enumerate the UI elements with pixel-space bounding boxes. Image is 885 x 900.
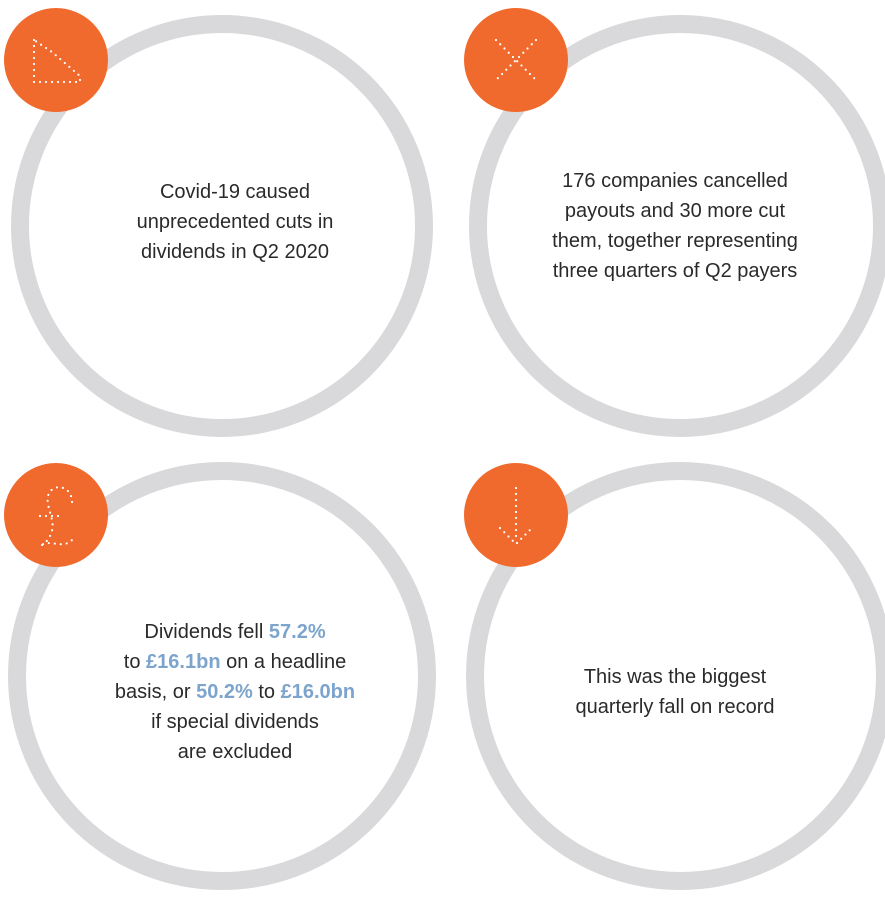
icon-cross bbox=[494, 38, 538, 82]
text-line: dividends in Q2 2020 bbox=[141, 241, 329, 263]
text-line: Dividends fell 57.2% bbox=[75, 617, 395, 647]
text-line: 176 companies cancelled bbox=[562, 170, 788, 192]
ring bbox=[469, 15, 885, 437]
highlight: 50.2% bbox=[196, 681, 253, 703]
text-line: This was the biggest bbox=[583, 666, 767, 688]
text-segment: if special dividends bbox=[151, 711, 319, 733]
icon-badge bbox=[4, 463, 108, 567]
text-segment: on a headline bbox=[220, 651, 347, 673]
text-line: to £16.1bn on a headline bbox=[75, 647, 395, 677]
icon-pound bbox=[38, 486, 74, 548]
text-line: are excluded bbox=[75, 737, 395, 767]
text-line: if special dividends bbox=[75, 707, 395, 737]
text-segment: to bbox=[123, 651, 147, 673]
text-line: three quarters of Q2 payers bbox=[552, 260, 798, 282]
highlight: £16.1bn bbox=[146, 651, 221, 673]
text-line: them, together representing bbox=[552, 230, 798, 252]
card-text: Covid-19 caused unprecedented cuts in divi… bbox=[75, 177, 395, 267]
card-text: 176 companies cancelled payouts and 30 mo… bbox=[515, 166, 835, 286]
text-line: Covid-19 caused bbox=[159, 181, 311, 203]
ring bbox=[11, 15, 433, 437]
card-text: This was the biggest quarterly fall on re… bbox=[515, 662, 835, 722]
icon-shape bbox=[32, 38, 82, 84]
icon-badge bbox=[464, 463, 568, 567]
ring bbox=[466, 462, 885, 890]
ring bbox=[8, 462, 436, 890]
highlight: 57.2% bbox=[268, 621, 326, 643]
text-line: quarterly fall on record bbox=[575, 696, 775, 718]
text-segment: Dividends fell bbox=[144, 621, 269, 643]
icon-badge bbox=[464, 8, 568, 112]
text-segment: are excluded bbox=[177, 741, 293, 763]
text-segment: basis, or bbox=[114, 681, 197, 703]
highlight: £16.0bn bbox=[280, 681, 356, 703]
card-text: Dividends fell 57.2% to £16.1bn on a head… bbox=[75, 617, 395, 767]
text-segment: to bbox=[252, 681, 281, 703]
text-line: payouts and 30 more cut bbox=[564, 200, 786, 222]
text-line: basis, or 50.2% to £16.0bn bbox=[75, 677, 395, 707]
text-line: unprecedented cuts in bbox=[136, 211, 334, 233]
icon-badge bbox=[4, 8, 108, 112]
